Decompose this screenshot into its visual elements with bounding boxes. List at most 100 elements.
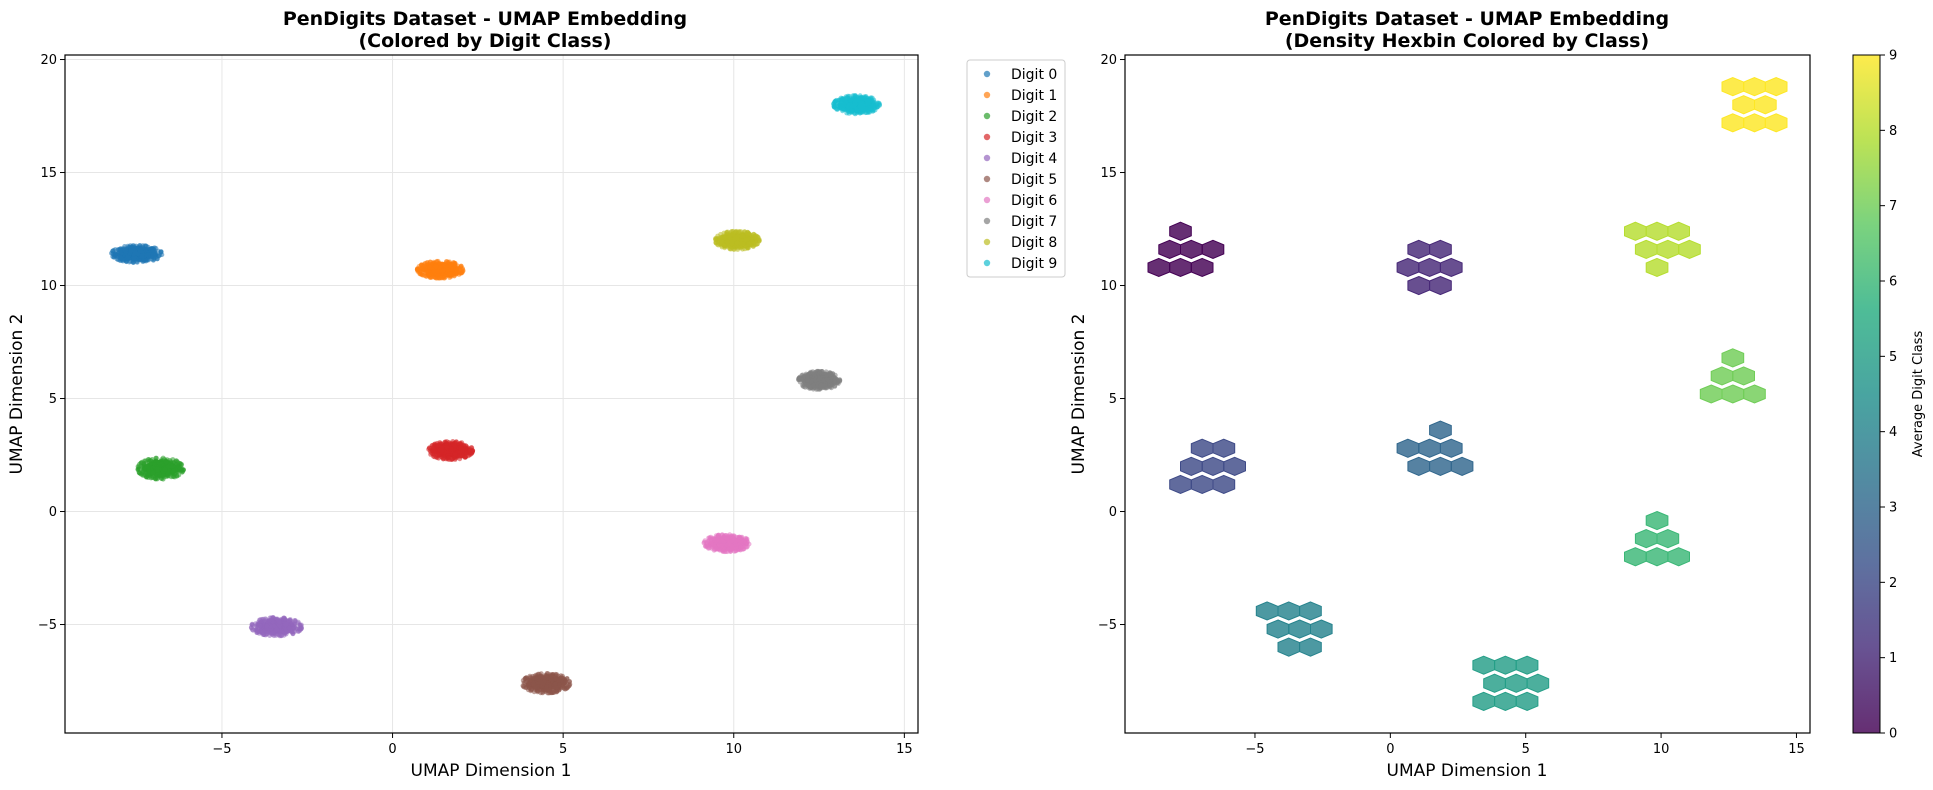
scatter-point (158, 249, 164, 255)
scatter-point (729, 543, 735, 549)
scatter-point (720, 548, 726, 554)
scatter-point (452, 457, 458, 462)
scatter-point (459, 268, 465, 274)
scatter-series-1 (414, 258, 466, 281)
scatter-point (554, 689, 559, 695)
scatter-point (163, 459, 169, 465)
scatter-point (434, 258, 440, 264)
scatter-point (170, 468, 176, 474)
scatter-point (710, 542, 715, 547)
scatter-point (433, 264, 439, 270)
scatter-series-4 (248, 615, 304, 639)
scatter-series-2 (135, 455, 186, 482)
scatter-point (444, 439, 450, 444)
scatter-point (277, 632, 283, 638)
scatter-point (118, 247, 123, 253)
left-title-line1: PenDigits Dataset - UMAP Embedding (283, 8, 687, 30)
scatter-point (724, 536, 730, 541)
scatter-point (451, 442, 457, 448)
scatter-point (267, 623, 273, 629)
scatter-point (562, 686, 567, 691)
scatter-point (150, 475, 156, 480)
scatter-point (423, 265, 428, 271)
scatter-point (451, 260, 457, 266)
scatter-point (145, 475, 151, 480)
scatter-point (718, 543, 724, 548)
scatter-point (544, 673, 549, 679)
scatter-series-0 (109, 243, 165, 265)
scatter-point (137, 248, 143, 254)
scatter-point (457, 453, 463, 459)
scatter-point (458, 445, 463, 451)
scatter-series-7 (796, 368, 843, 392)
scatter-point (283, 621, 289, 627)
scatter-point (463, 443, 469, 449)
scatter-point (427, 445, 432, 451)
scatter-point (445, 267, 451, 273)
scatter-point (125, 243, 131, 249)
scatter-point (556, 677, 562, 683)
scatter-series-6 (701, 532, 752, 555)
scatter-point (441, 275, 447, 281)
scatter-point (712, 537, 717, 543)
scatter-point (444, 259, 450, 264)
scatter-point (738, 538, 744, 544)
scatter-point (161, 473, 166, 478)
scatter-point (282, 616, 288, 622)
scatter-point (136, 464, 142, 470)
scatter-point (139, 253, 145, 259)
scatter-point (453, 271, 459, 276)
scatter-point (538, 679, 543, 685)
scatter-point (737, 534, 742, 540)
scatter-point (131, 256, 137, 262)
scatter-point (153, 455, 159, 461)
scatter-series-3 (426, 439, 476, 462)
scatter-point (254, 630, 260, 635)
scatter-point (562, 682, 568, 687)
scatter-point (435, 443, 440, 449)
scatter-point (531, 681, 536, 687)
left-chart: PenDigits Dataset - UMAP Embedding (Colo… (7, 8, 1066, 781)
scatter-point (298, 626, 304, 632)
left-scatter-points (109, 93, 882, 696)
scatter-point (112, 252, 118, 258)
left-grid (65, 55, 918, 733)
scatter-point (544, 684, 549, 689)
scatter-point (144, 464, 150, 469)
scatter-point (159, 461, 165, 466)
scatter-point (132, 250, 138, 256)
scatter-point (270, 630, 276, 636)
scatter-point (177, 466, 183, 471)
scatter-point (286, 625, 292, 631)
scatter-point (553, 685, 559, 690)
scatter-point (447, 271, 452, 277)
scatter-point (527, 678, 532, 683)
scatter-point (125, 254, 131, 259)
scatter-point (446, 455, 451, 461)
scatter-point (145, 457, 151, 462)
scatter-point (427, 265, 433, 270)
scatter-point (250, 622, 256, 628)
scatter-point (530, 673, 536, 679)
scatter-point (150, 252, 156, 258)
scatter-point (535, 671, 541, 677)
scatter-point (426, 272, 432, 277)
scatter-point (745, 544, 750, 549)
scatter-point (701, 540, 707, 546)
scatter-series-5 (520, 671, 573, 696)
scatter-point (439, 448, 445, 454)
scatter-point (297, 622, 303, 628)
scatter-point (290, 631, 296, 637)
scatter-point (165, 471, 171, 477)
left-title-line2: (Colored by Digit Class) (359, 30, 612, 52)
scatter-point (453, 452, 458, 457)
scatter-point (444, 445, 450, 450)
scatter-point (548, 676, 554, 682)
scatter-point (267, 618, 272, 623)
scatter-point (276, 619, 282, 625)
scatter-point (731, 536, 736, 541)
scatter-point (717, 538, 722, 544)
scatter-point (257, 623, 263, 628)
scatter-point (155, 469, 161, 475)
